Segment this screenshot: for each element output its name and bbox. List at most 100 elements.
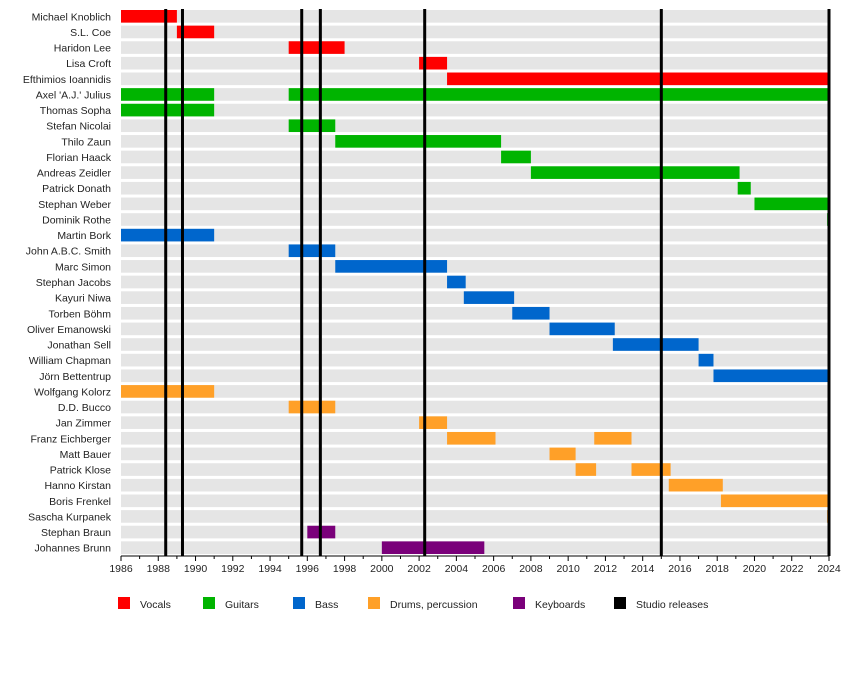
x-tick-label: 2014 [631,563,655,575]
bar-bass [713,369,829,383]
member-label: Oliver Emanowski [27,324,111,336]
bar-keyboards [381,541,485,554]
bar-guitars [121,88,215,101]
legend-label-guitars: Guitars [225,599,259,611]
bar-bass [335,260,448,273]
row-band [121,228,829,242]
row-band [121,322,829,336]
bar-drums [594,431,632,445]
x-tick-label: 2002 [407,563,431,575]
bar-drums [447,431,496,445]
bar-vocals [121,10,177,23]
member-label: Lisa Croft [66,58,111,70]
legend-swatch-guitars [203,597,215,609]
member-label: Dominik Rothe [42,214,111,226]
member-label: Jan Zimmer [56,418,112,430]
row-band [121,400,829,414]
legend-swatch-studio [614,597,626,609]
row-band [121,463,829,476]
row-band [121,260,829,273]
x-tick-label: 2024 [817,563,841,575]
member-label: Patrick Klose [50,465,111,477]
bar-bass [463,291,515,304]
x-tick-label: 1988 [147,563,171,575]
row-band [121,197,829,211]
member-label: D.D. Bucco [58,402,111,414]
row-band [121,385,829,398]
member-label: Stephan Jacobs [36,277,111,289]
member-label: William Chapman [29,355,111,367]
member-label: Stephan Braun [41,527,111,539]
x-tick-label: 2006 [482,563,506,575]
row-band [121,338,829,351]
bar-bass [121,228,215,242]
x-tick-label: 2004 [445,563,469,575]
member-label: Jonathan Sell [47,340,111,352]
member-label: Kayuri Niwa [55,293,111,305]
x-tick-label: 2010 [556,563,580,575]
row-band [121,103,829,117]
x-tick-label: 2000 [370,563,394,575]
member-label: Torben Böhm [49,308,112,320]
legend-swatch-vocals [118,597,130,609]
x-tick-label: 1994 [258,563,282,575]
bar-guitars [501,150,531,164]
x-tick-label: 1990 [184,563,208,575]
member-label: Franz Eichberger [30,433,111,445]
bar-bass [288,244,336,258]
member-label: Andreas Zeidler [37,168,112,180]
row-band [121,416,829,429]
row-band [121,150,829,164]
bar-guitars [530,166,740,179]
x-tick-label: 2020 [743,563,767,575]
legend: Vocals Guitars Bass Drums, percussion Keyboa… [118,597,708,611]
member-label: Thomas Sopha [40,105,111,117]
bar-drums [288,400,336,414]
member-label: Haridon Lee [54,43,111,55]
bar-bass [549,322,615,336]
member-label: Boris Frenkel [49,496,111,508]
row-band [121,478,829,492]
legend-swatch-bass [293,597,305,609]
bar-drums [121,385,215,398]
row-band [121,306,829,320]
legend-label-drums: Drums, percussion [390,599,478,611]
x-tick-label: 2016 [668,563,692,575]
member-label: Michael Knoblich [32,11,112,23]
member-label: Wolfgang Kolorz [34,386,111,398]
member-label: John A.B.C. Smith [26,246,111,258]
bar-vocals [288,41,345,54]
row-bands [121,10,829,554]
row-band [121,119,829,133]
x-tick-label: 2018 [706,563,730,575]
row-band [121,213,829,226]
member-label: Sascha Kurpanek [28,511,112,523]
bar-drums [575,463,597,476]
member-label: Efthimios Ioannidis [23,74,111,86]
legend-swatch-keyboards [513,597,525,609]
bar-guitars [121,103,215,117]
member-label: Jörn Bettentrup [39,371,111,383]
row-band [121,181,829,195]
row-band [121,525,829,539]
legend-label-studio: Studio releases [636,599,708,611]
member-label: S.L. Coe [70,27,111,39]
legend-swatch-drums [368,597,380,609]
bar-bass [612,338,699,351]
x-tick-label: 1992 [221,563,245,575]
x-tick-label: 1996 [296,563,320,575]
member-label: Thilo Zaun [61,136,111,148]
x-tick-label: 2012 [594,563,618,575]
bar-guitars [737,181,751,195]
row-band [121,10,829,23]
member-labels: Michael Knoblich S.L. Coe Haridon Lee Lisa … [23,11,112,554]
bar-vocals [176,25,215,39]
x-tick-label: 1998 [333,563,357,575]
member-label: Johannes Brunn [35,543,112,555]
member-label: Martin Bork [57,230,111,242]
member-label: Axel 'A.J.' Julius [36,89,111,101]
bar-guitars [335,135,502,148]
member-label: Hanno Kirstan [44,480,111,492]
x-tick-label: 2008 [519,563,543,575]
